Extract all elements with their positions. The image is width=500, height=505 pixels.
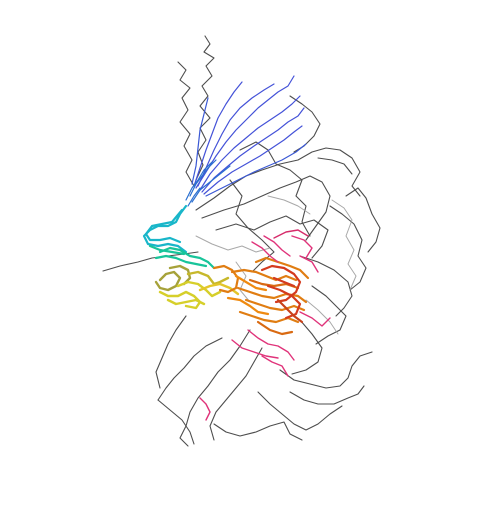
magenta-strands xyxy=(199,229,331,421)
orange-red-core xyxy=(212,256,310,336)
light-gray-traces xyxy=(195,195,357,335)
gray-loop-traces xyxy=(102,35,381,447)
blue-tail-bundle xyxy=(185,75,307,207)
cyan-teal-helix xyxy=(142,204,216,270)
yellow-olive-helices xyxy=(154,264,240,310)
